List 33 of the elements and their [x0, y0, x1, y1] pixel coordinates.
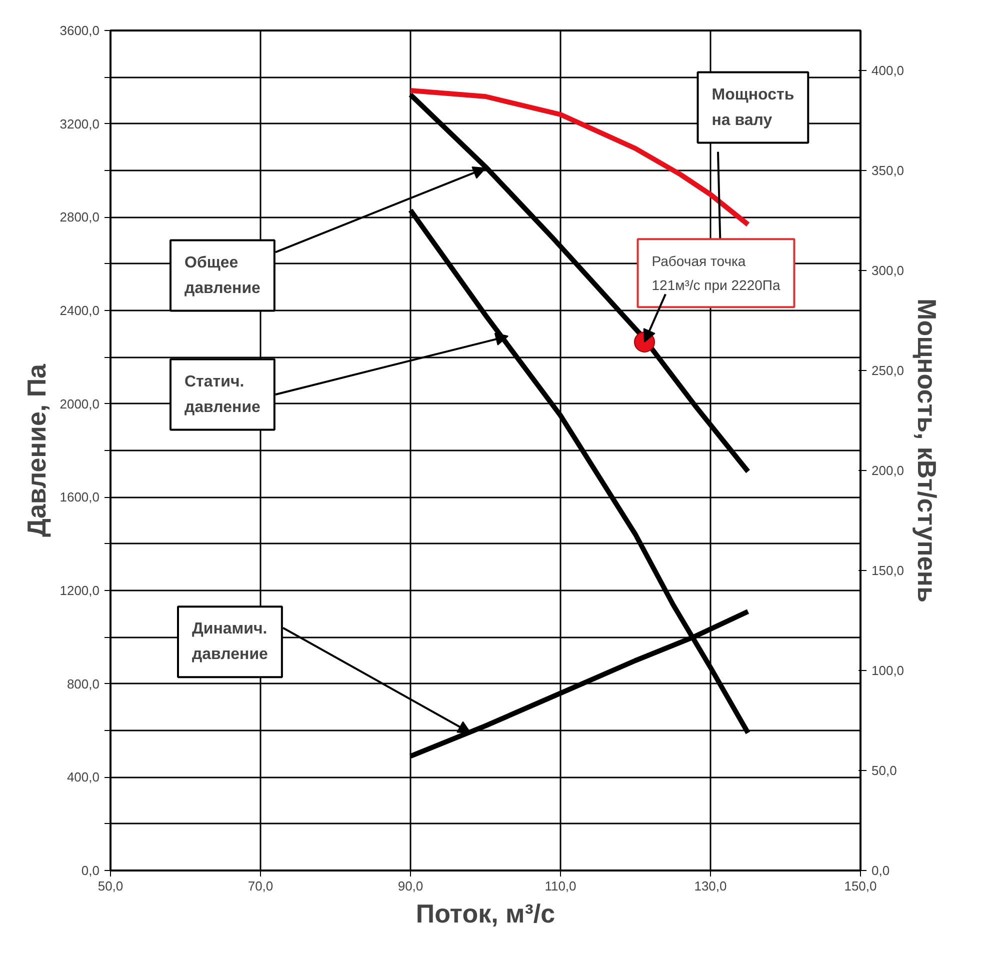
y2-tick-label: 0,0 [872, 863, 890, 878]
annotation: Общее давление [184, 254, 261, 297]
y-tick-label: 2000,0 [60, 396, 100, 412]
y-tick-label: 400,0 [66, 770, 100, 785]
y-axis-title: Давление, Па [22, 363, 52, 537]
y2-tick-label: 300,0 [872, 263, 904, 278]
y2-tick-label: 200,0 [872, 463, 904, 478]
y-tick-label: 2800,0 [60, 210, 100, 225]
y2-axis-title: Мощность, кВт/ступень [912, 298, 942, 602]
x-tick-label: 150,0 [844, 878, 877, 894]
x-tick-label: 50,0 [98, 878, 124, 894]
y2-tick-label: 50,0 [872, 763, 897, 778]
y-tick-label: 2400,0 [60, 303, 100, 318]
x-tick-label: 130,0 [694, 878, 727, 894]
annotation: Статич. давление [184, 373, 261, 416]
annotation: Мощность на валу [712, 86, 794, 129]
y2-tick-label: 150,0 [872, 563, 904, 578]
y-tick-label: 0,0 [81, 863, 100, 878]
y2-tick-label: 400,0 [872, 63, 904, 78]
y-tick-label: 3200,0 [60, 116, 100, 132]
y-tick-label: 1200,0 [60, 583, 100, 598]
y2-tick-label: 250,0 [872, 363, 904, 378]
x-tick-label: 90,0 [398, 878, 424, 894]
x-tick-label: 70,0 [248, 878, 274, 894]
annotation: Рабочая точка 121м³/с при 2220Па [652, 253, 780, 294]
y2-tick-label: 350,0 [872, 163, 904, 178]
y-tick-label: 800,0 [66, 676, 100, 692]
y-tick-label: 1600,0 [60, 490, 100, 505]
x-axis-title: Поток, м³/с [416, 898, 556, 928]
x-tick-label: 110,0 [544, 878, 576, 894]
y-tick-label: 3600,0 [60, 23, 100, 38]
annotation: Динамич. давление [192, 620, 268, 664]
y2-tick-label: 100,0 [872, 663, 904, 678]
